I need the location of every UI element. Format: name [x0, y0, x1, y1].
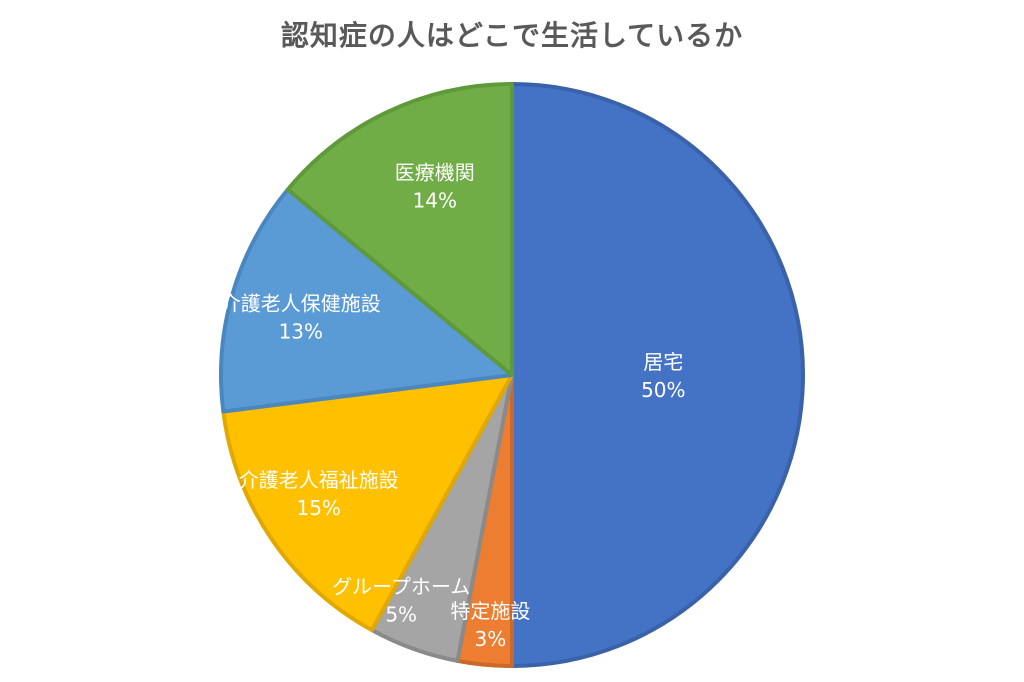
slice-value-label: 3%	[475, 627, 507, 651]
pie-slice	[221, 373, 514, 633]
slice-value-label: 50%	[641, 378, 685, 402]
pie-slice	[510, 82, 805, 668]
slice-category-label: 特定施設	[450, 599, 530, 623]
slice-category-label: 介護老人福祉施設	[239, 468, 399, 492]
pie-slices	[219, 82, 805, 668]
pie-slice	[219, 187, 514, 414]
slice-category-label: 介護老人保健施設	[221, 292, 381, 316]
slice-value-label: 15%	[296, 496, 340, 520]
slice-labels: 居宅 50% 特定施設 3% グループホーム 5% 介護老人福祉施設 15% 介護老人保健施設 1…	[221, 160, 686, 651]
slice-value-label: 14%	[413, 188, 457, 212]
chart-title: 認知症の人はどこで生活しているか	[280, 19, 744, 52]
pie-slice	[285, 82, 514, 377]
slice-category-label: 居宅	[643, 350, 683, 374]
slice-category-label: グループホーム	[332, 575, 470, 599]
slice-category-label: 医療機関	[395, 160, 475, 184]
slice-value-label: 13%	[279, 320, 323, 344]
slice-value-label: 5%	[385, 603, 417, 627]
